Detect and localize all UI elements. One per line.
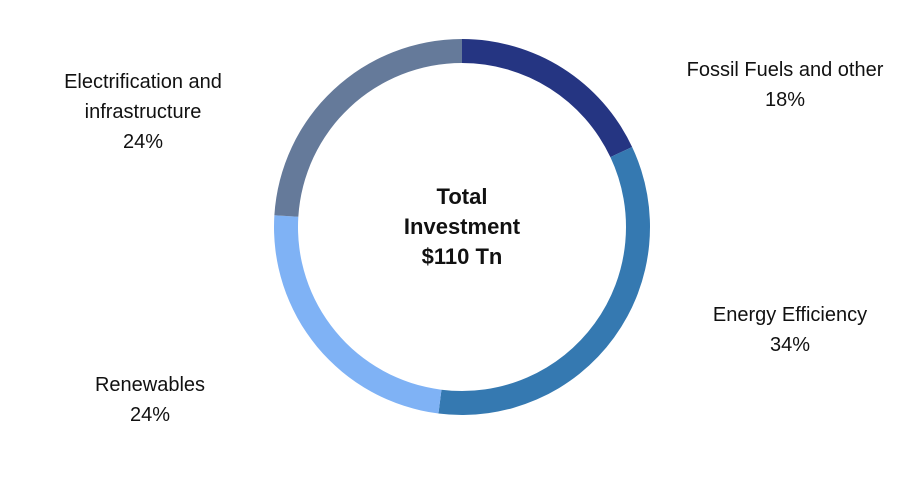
segment-label: Energy Efficiency 34% xyxy=(660,300,920,360)
segment-label: Fossil Fuels and other 18% xyxy=(655,55,915,115)
category-label: Renewables xyxy=(94,374,206,396)
category-label: Electrification and infrastructure xyxy=(64,71,222,123)
donut-segment xyxy=(438,146,650,416)
value-label: 18% xyxy=(764,89,806,111)
segment-label: Renewables 24% xyxy=(50,370,250,430)
category-label: Fossil Fuels and other xyxy=(686,59,884,81)
donut-segment xyxy=(274,39,462,217)
value-label: 24% xyxy=(122,131,164,153)
value-label: 34% xyxy=(769,334,811,356)
donut-segment xyxy=(462,39,633,158)
value-label: 24% xyxy=(129,404,171,426)
segment-label: Electrification and infrastructure 24% xyxy=(43,67,243,157)
category-label: Energy Efficiency xyxy=(712,304,868,326)
donut-segment xyxy=(274,215,442,414)
center-label: Total Investment $110 Tn xyxy=(403,184,521,269)
